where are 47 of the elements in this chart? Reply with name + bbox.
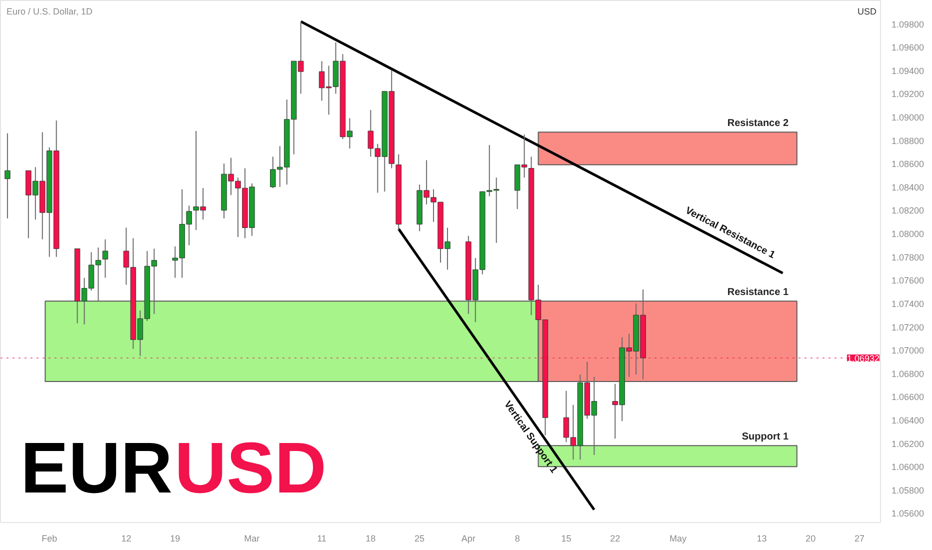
x-tick-label: 18 [366,534,376,544]
x-tick-label: 27 [854,534,865,544]
x-tick-label: 19 [170,534,180,544]
y-tick-label: 1.06600 [892,392,924,402]
y-axis-title: USD [858,6,877,16]
annotation: EUR [20,428,173,508]
y-tick-label: 1.09800 [892,19,924,30]
x-tick-label: Feb [42,534,58,544]
y-tick-label: 1.06400 [892,415,924,426]
y-tick-label: 1.08400 [892,182,924,192]
y-tick-label: 1.05800 [892,485,924,496]
y-tick-label: 1.09200 [892,89,924,100]
x-tick-label: Mar [244,534,260,544]
y-tick-label: 1.06200 [892,438,924,449]
y-tick-label: 1.07200 [892,322,924,332]
y-tick-label: 1.08200 [892,206,924,216]
y-tick-label: 1.09600 [892,42,924,53]
candlestick [102,238,108,278]
band-label: Support 1 [742,432,789,443]
y-tick-label: 1.06800 [892,368,924,379]
x-tick-label: 11 [317,534,326,544]
band-label: Resistance 1 [727,287,789,298]
y-tick-label: 1.08800 [892,136,924,146]
x-tick-label: 8 [514,534,520,544]
y-tick-label: 1.07400 [892,298,924,309]
y-tick-label: 1.07600 [892,276,924,286]
x-tick-label: 15 [561,534,572,544]
y-tick-label: 1.07800 [892,252,924,262]
y-tick-label: 1.09000 [892,112,924,123]
x-tick-label: 22 [610,534,620,544]
x-tick-label: 25 [414,534,425,544]
x-tick-label: 13 [756,534,767,544]
y-tick-label: 1.09400 [892,66,924,76]
annotation: USD [174,428,327,508]
x-tick-label: Apr [461,534,476,544]
x-tick-label: 20 [806,534,816,544]
y-tick-label: 1.06000 [892,462,924,472]
x-tick-label: May [669,534,687,544]
y-tick-label: 1.08600 [892,159,924,170]
y-tick-label: 1.08000 [892,229,924,240]
y-tick-label: 1.07000 [892,346,924,356]
candlestick [4,132,10,219]
ref-line-label: 1.06932 [846,353,880,364]
band-label: Resistance 2 [727,118,789,130]
text: Euro / U.S. Dollar, 1D [6,6,94,16]
x-tick-label: 12 [121,534,132,544]
y-tick-label: 1.05600 [892,508,924,519]
